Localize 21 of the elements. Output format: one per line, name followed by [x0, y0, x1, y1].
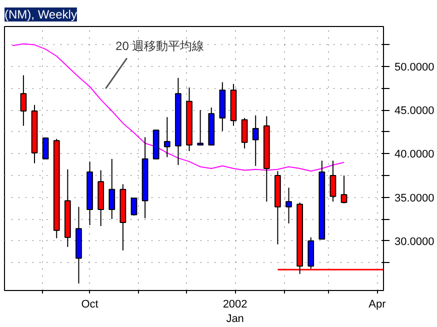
- candlestick: [20, 74, 27, 126]
- x-tick-label: 2002 Jan: [222, 298, 248, 325]
- candlestick: [286, 187, 292, 224]
- chart-title: (NM), Weekly: [4, 8, 77, 22]
- candlestick: [108, 158, 116, 220]
- candlestick: [164, 116, 170, 158]
- y-tick-label: 45.0000: [394, 105, 434, 118]
- y-tick-label: 40.0000: [394, 148, 434, 161]
- candlestick: [42, 138, 49, 160]
- candlestick: [130, 198, 138, 216]
- y-tick-label: 50.0000: [394, 62, 434, 74]
- candlestick: [252, 114, 259, 166]
- candlestick: [330, 160, 336, 202]
- y-tick-label: 30.0000: [394, 236, 434, 248]
- x-tick-label: Oct: [81, 298, 98, 310]
- candlestick: [340, 174, 348, 204]
- candlestick: [197, 110, 204, 146]
- candlestick: [241, 117, 248, 149]
- x-tick-label: Apr: [368, 298, 386, 310]
- y-tick-label: 35.0000: [394, 192, 434, 204]
- annotation: 20 週移動平均線: [116, 38, 204, 53]
